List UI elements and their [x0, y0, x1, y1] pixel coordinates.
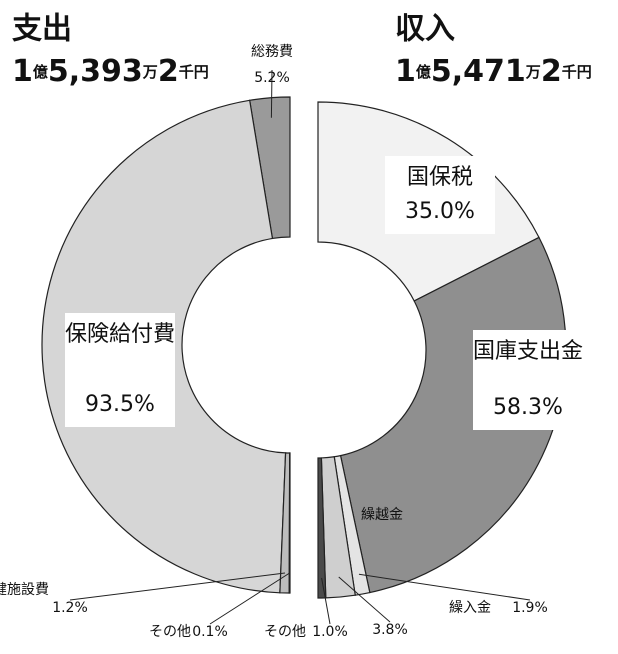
label-box [65, 313, 175, 427]
value-label: 35.0% [405, 199, 475, 224]
leader-line [270, 69, 273, 118]
segment [288, 452, 291, 594]
value-label: 1.2% [52, 600, 88, 616]
chart-title: 支出 [12, 12, 72, 47]
value-label: 3.8% [372, 622, 408, 638]
leader-line [209, 572, 290, 625]
chart-title: 収入 [395, 12, 455, 47]
segment-label: 繰入金 [449, 600, 491, 616]
chart-subtitle: 1億5,393万2千円 [12, 54, 209, 89]
segment-label: 保健施設費 [0, 582, 49, 598]
leader-line [358, 573, 531, 601]
segment-label: 保険給付費 [65, 322, 175, 347]
segment-label: 国保税 [407, 165, 473, 190]
label-box [385, 156, 495, 234]
value-label: 93.5% [85, 392, 155, 417]
leader-line [69, 572, 286, 601]
segment-label: 繰越金 [361, 507, 403, 523]
value-label: 1.0% [312, 624, 348, 640]
value-label: 1.9% [512, 600, 548, 616]
value-label: 0.1% [192, 624, 228, 640]
leader-line [321, 577, 331, 625]
segment-label: その他 [264, 624, 306, 640]
value-label: 58.3% [493, 395, 563, 420]
segment-label: その他 [149, 624, 191, 640]
segment-label: 国庫支出金 [473, 339, 583, 364]
segment [317, 457, 327, 599]
value-label: 5.2% [254, 70, 290, 86]
chart-subtitle: 1億5,471万2千円 [395, 54, 592, 89]
label-box [473, 330, 583, 430]
leader-line [338, 576, 391, 623]
segment-label: 総務費 [251, 44, 293, 60]
